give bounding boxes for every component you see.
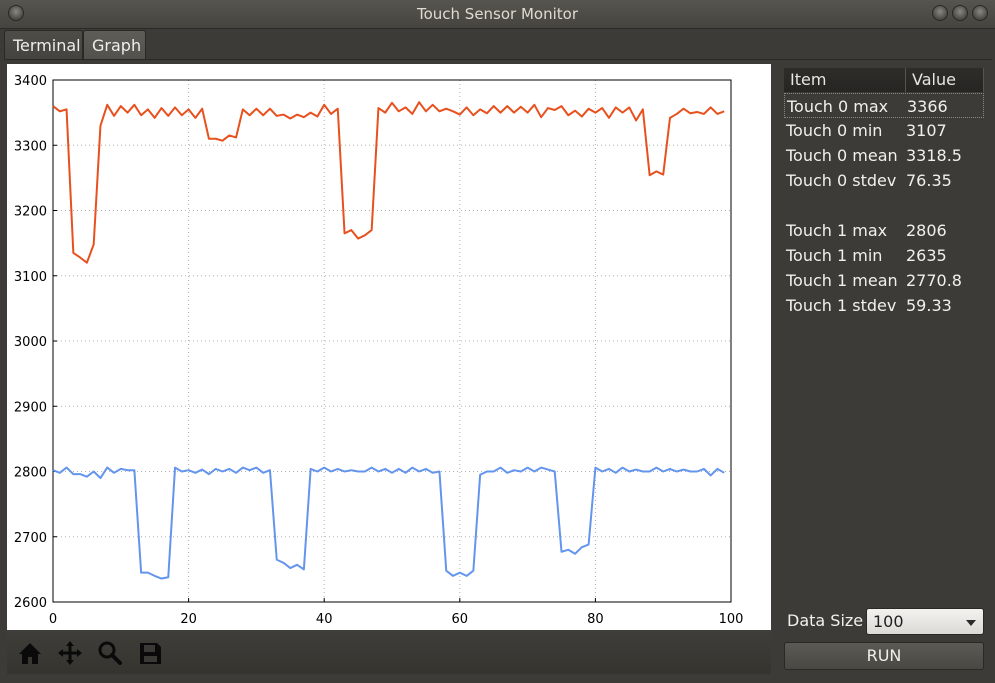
- row-value: 59.33: [906, 296, 952, 315]
- pan-icon[interactable]: [55, 638, 85, 668]
- table-row[interactable]: [784, 193, 984, 218]
- row-item: Touch 1 min: [786, 246, 883, 265]
- table-row[interactable]: Touch 0 max 3366: [784, 93, 984, 118]
- title-bar: Touch Sensor Monitor: [0, 0, 995, 29]
- x-tick-label: 100: [719, 612, 744, 627]
- table-row[interactable]: Touch 0 mean 3318.5: [784, 143, 984, 168]
- table-row[interactable]: Touch 0 stdev 76.35: [784, 168, 984, 193]
- y-tick-label: 3300: [14, 139, 47, 154]
- plot-canvas[interactable]: 0 20 40 60 80 100 2600 2700 2800 2900 3000 3100 3200…: [7, 64, 771, 630]
- row-item: Touch 0 mean: [786, 146, 898, 165]
- x-tick-label: 60: [452, 612, 469, 627]
- row-value: 2635: [906, 246, 947, 265]
- tab-graph[interactable]: Graph: [83, 30, 146, 60]
- series-line-touch-0: [52, 101, 725, 264]
- tab-terminal[interactable]: Terminal: [4, 30, 83, 60]
- y-tick-label: 2600: [14, 596, 47, 611]
- row-value: 3366: [907, 97, 948, 116]
- close-button[interactable]: [972, 5, 988, 21]
- x-tick-label: 20: [180, 612, 197, 627]
- save-icon[interactable]: [135, 638, 165, 668]
- plot-toolbar: [7, 630, 771, 674]
- row-value: 2806: [906, 221, 947, 240]
- data-size-select[interactable]: 100: [866, 608, 984, 635]
- chevron-down-icon: [966, 620, 976, 626]
- row-value: 2770.8: [906, 271, 962, 290]
- x-tick-label: 80: [587, 612, 604, 627]
- y-tick-label: 3400: [14, 74, 47, 89]
- row-item: Touch 1 mean: [786, 271, 898, 290]
- minimize-button[interactable]: [932, 5, 948, 21]
- line-chart: 0 20 40 60 80 100 2600 2700 2800 2900 3000 3100 3200…: [14, 74, 744, 627]
- row-item: Touch 0 stdev: [786, 171, 897, 190]
- row-item: Touch 0 max: [787, 97, 889, 116]
- row-value: 76.35: [906, 171, 952, 190]
- zoom-icon[interactable]: [95, 638, 125, 668]
- data-size-label: Data Size: [787, 611, 864, 630]
- y-tick-label: 2800: [14, 466, 47, 481]
- row-item: Touch 0 min: [786, 121, 883, 140]
- column-header-value[interactable]: Value: [906, 68, 984, 92]
- series-line-touch-1: [52, 466, 725, 580]
- table-row[interactable]: Touch 0 min 3107: [784, 118, 984, 143]
- window-title: Touch Sensor Monitor: [416, 5, 579, 23]
- row-value: 3318.5: [906, 146, 962, 165]
- table-row[interactable]: Touch 1 stdev 59.33: [784, 293, 984, 318]
- y-tick-label: 2700: [14, 531, 47, 546]
- home-icon[interactable]: [15, 638, 45, 668]
- y-tick-label: 3200: [14, 205, 47, 220]
- table-row[interactable]: Touch 1 min 2635: [784, 243, 984, 268]
- window-menu-button[interactable]: [8, 5, 24, 21]
- y-tick-label: 2900: [14, 400, 47, 415]
- row-value: 3107: [906, 121, 947, 140]
- x-tick-label: 40: [316, 612, 333, 627]
- run-button[interactable]: RUN: [784, 642, 984, 670]
- y-tick-label: 3100: [14, 270, 47, 285]
- column-header-item[interactable]: Item: [784, 68, 906, 92]
- table-row[interactable]: Touch 1 mean 2770.8: [784, 268, 984, 293]
- table-row[interactable]: Touch 1 max 2806: [784, 218, 984, 243]
- x-tick-label: 0: [49, 612, 57, 627]
- row-item: Touch 1 max: [786, 221, 888, 240]
- maximize-button[interactable]: [952, 5, 968, 21]
- data-size-value: 100: [873, 612, 904, 631]
- y-tick-label: 3000: [14, 335, 47, 350]
- row-item: Touch 1 stdev: [786, 296, 897, 315]
